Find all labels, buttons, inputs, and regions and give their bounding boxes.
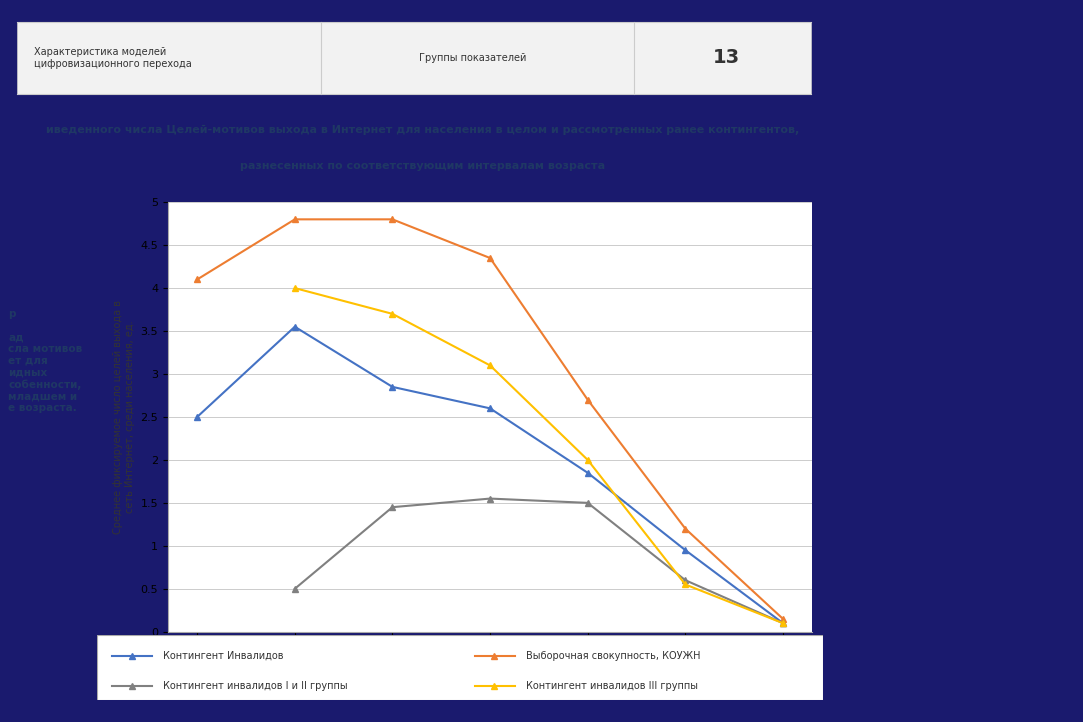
Text: Характеристика моделей
цифровизационного перехода: Характеристика моделей цифровизационного… [34, 47, 192, 69]
Text: 13: 13 [713, 48, 740, 67]
Text: Контингент Инвалидов: Контингент Инвалидов [162, 651, 284, 661]
Text: Группы показателей: Группы показателей [419, 53, 526, 63]
Text: иведенного числа Целей-мотивов выхода в Интернет для населения в целом и рассмот: иведенного числа Целей-мотивов выхода в … [45, 125, 799, 135]
Text: разнесенных по соответствующим интервалам возраста: разнесенных по соответствующим интервала… [239, 161, 605, 171]
X-axis label: Интервалы возраста: Интервалы возраста [429, 657, 551, 667]
Y-axis label: Среднее фиксируемое число целей выхода в
сеть Интернет, среди населения, ед.: Среднее фиксируемое число целей выхода в… [114, 300, 135, 534]
Text: р

ад
сла мотивов
ет для
идных
собенности,
младшем и
е возраста.: р ад сла мотивов ет для идных собенности… [9, 309, 82, 413]
Text: Выборочная свокупность, КОУЖН: Выборочная свокупность, КОУЖН [525, 651, 700, 661]
Text: Контингент инвалидов I и II группы: Контингент инвалидов I и II группы [162, 681, 348, 691]
Bar [17, 22, 811, 94]
Text: Контингент инвалидов III группы: Контингент инвалидов III группы [525, 681, 697, 691]
